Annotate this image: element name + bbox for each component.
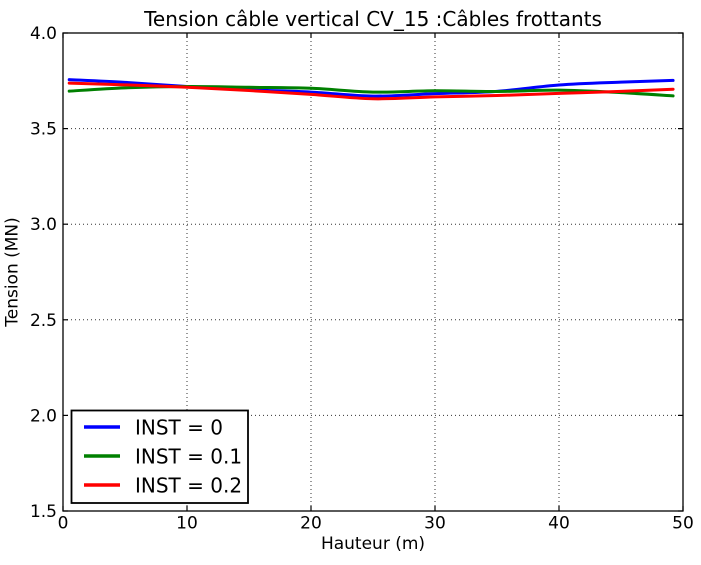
legend-label-1: INST = 0 xyxy=(135,415,223,439)
y-tick-label: 3.5 xyxy=(30,120,57,140)
y-tick-label: 3.0 xyxy=(30,215,57,235)
series-line-3 xyxy=(67,81,675,101)
y-tick-label: 1.5 xyxy=(30,502,57,522)
legend-entries: INST = 0 INST = 0.1 INST = 0.2 xyxy=(84,415,242,497)
axis-ticks xyxy=(62,32,684,512)
x-tick-label: 40 xyxy=(548,514,570,534)
x-tick-label: 20 xyxy=(300,514,322,534)
x-tick-label: 0 xyxy=(58,514,69,534)
y-tick-label: 2.0 xyxy=(30,406,57,426)
x-tick-label: 50 xyxy=(672,514,694,534)
tick-labels: 0 10 20 30 40 50 1.5 2.0 2.5 3.0 3.5 4.0 xyxy=(30,24,694,534)
grid-layer xyxy=(63,33,683,511)
series-layer xyxy=(67,78,675,101)
legend-label-2: INST = 0.1 xyxy=(135,444,242,468)
y-axis-label: Tension (MN) xyxy=(3,217,23,328)
legend-label-3: INST = 0.2 xyxy=(135,473,242,497)
chart-title: Tension câble vertical CV_15 :Câbles fro… xyxy=(143,7,602,31)
y-tick-label: 4.0 xyxy=(30,24,57,44)
x-axis-label: Hauteur (m) xyxy=(321,534,425,554)
y-tick-label: 2.5 xyxy=(30,311,57,331)
x-tick-label: 10 xyxy=(176,514,198,534)
x-tick-label: 30 xyxy=(424,514,446,534)
legend: INST = 0 INST = 0.1 INST = 0.2 xyxy=(70,409,249,504)
plot-border xyxy=(62,32,684,512)
